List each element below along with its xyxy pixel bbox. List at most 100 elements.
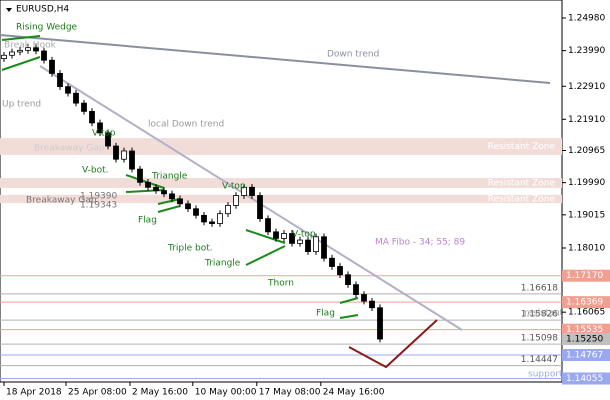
annotation: Thorn: [267, 279, 294, 289]
y-tick-label: 1.23990: [568, 46, 605, 56]
candle-body: [281, 233, 287, 239]
annotation: Flag: [138, 216, 157, 226]
candle-body: [249, 186, 255, 196]
level-box: [562, 349, 610, 362]
level-label: 1.14055: [566, 374, 603, 384]
annotation: MA Fibo - 34; 55; 89: [375, 238, 465, 248]
candle-body: [9, 51, 15, 56]
candle-body: [361, 294, 367, 302]
y-tick-label: 1.21910: [568, 115, 605, 125]
resistant-zone: [0, 178, 562, 188]
candle-body: [105, 132, 111, 147]
annotation: local Down trend: [148, 120, 224, 130]
chart-title: EURUSD,H4: [16, 5, 69, 15]
candle-body: [169, 193, 175, 200]
annotation: Triple bot.: [167, 244, 213, 254]
resistant-zone: [0, 194, 562, 204]
level-box: [562, 323, 610, 336]
annotation: 1.19343: [80, 201, 117, 211]
annotation: Breakaway Gap: [26, 196, 97, 206]
x-tick-label: 2 May 16:00: [132, 388, 188, 398]
annotation: support: [528, 370, 563, 380]
x-tick-label: 17 May 08:00: [259, 388, 321, 398]
candle-body: [329, 257, 335, 267]
level-label: 1.15535: [566, 325, 603, 335]
annotation: V-top: [292, 230, 316, 240]
candle-body: [161, 190, 167, 195]
resistant-zone: [0, 138, 562, 155]
candle-body: [257, 195, 263, 220]
candle-body: [201, 214, 207, 223]
zone-label: Resistant Zone: [488, 194, 556, 204]
zone-label: Resistant Zone: [488, 178, 556, 188]
x-tick-label: 25 Apr 08:00: [68, 388, 127, 398]
candle-body: [121, 150, 127, 160]
candle-body: [185, 203, 191, 210]
y-tick-label: 1.19990: [568, 178, 605, 188]
level-label: 1.17170: [566, 271, 603, 281]
candle-body: [81, 102, 87, 112]
candle-body: [193, 208, 199, 216]
candle-body: [1, 54, 7, 59]
y-tick-label: 1.18010: [568, 243, 605, 253]
plot-frame: [0, 0, 563, 383]
zone-label: Resistant Zone: [488, 142, 556, 152]
candle-body: [97, 122, 103, 134]
level-box: [562, 296, 610, 309]
annotation: Flag: [316, 309, 335, 319]
candle-body: [65, 86, 71, 94]
x-tick-label: 18 Apr 2018: [6, 388, 62, 398]
annotation: V-bot.: [82, 166, 109, 176]
level-box: [562, 269, 610, 282]
annotation: Down trend: [327, 50, 379, 60]
annotation: Triangle: [204, 259, 241, 269]
candle-body: [57, 73, 63, 88]
x-tick-label: 24 May 16:00: [323, 388, 385, 398]
y-tick-label: 1.24980: [568, 13, 605, 23]
local-down-trend-line: [39, 65, 463, 331]
candle-body: [273, 231, 279, 239]
menu-icon[interactable]: [6, 8, 12, 12]
candle-body: [321, 236, 327, 259]
annotation: Rising Wedge: [16, 23, 78, 33]
x-tick-label: 10 May 00:00: [195, 388, 257, 398]
current-price-label: 1.15250: [566, 335, 603, 345]
candle-body: [225, 205, 231, 215]
candle-body: [49, 59, 55, 74]
y-tick-label: 1.19015: [568, 210, 605, 220]
candle-body: [41, 50, 47, 61]
level-label: 1.15826: [521, 310, 558, 320]
down-trend-line: [0, 34, 551, 84]
candle-body: [241, 186, 247, 196]
candle-body: [145, 181, 151, 188]
candle-body: [297, 239, 303, 244]
annotation: Up trend: [2, 100, 41, 110]
candle-body: [337, 266, 343, 276]
candle-body: [313, 236, 319, 253]
candle-body: [89, 110, 95, 124]
annotation: Triangle: [151, 172, 188, 182]
candle-body: [33, 47, 39, 52]
candle-body: [113, 145, 119, 160]
candle-body: [265, 218, 271, 233]
y-tick-label: 1.20965: [568, 146, 605, 156]
candle-body: [153, 186, 159, 191]
level-label: 1.15098: [521, 334, 558, 344]
level-label: 1.14447: [521, 355, 558, 365]
candle-body: [305, 239, 311, 253]
level-label: 1.14767: [566, 351, 603, 361]
annotation: Break Hook: [4, 41, 57, 51]
candle-body: [137, 168, 143, 183]
y-tick-label: 1.22910: [568, 82, 605, 92]
candle-body: [129, 150, 135, 170]
candle-body: [209, 221, 215, 224]
annotation: resistant: [524, 309, 564, 319]
candle-body: [17, 49, 23, 53]
annotation: V-top: [222, 182, 246, 192]
candle-body: [353, 284, 359, 295]
candle-body: [217, 213, 223, 224]
projection: [348, 319, 438, 369]
candle-body: [73, 92, 79, 104]
